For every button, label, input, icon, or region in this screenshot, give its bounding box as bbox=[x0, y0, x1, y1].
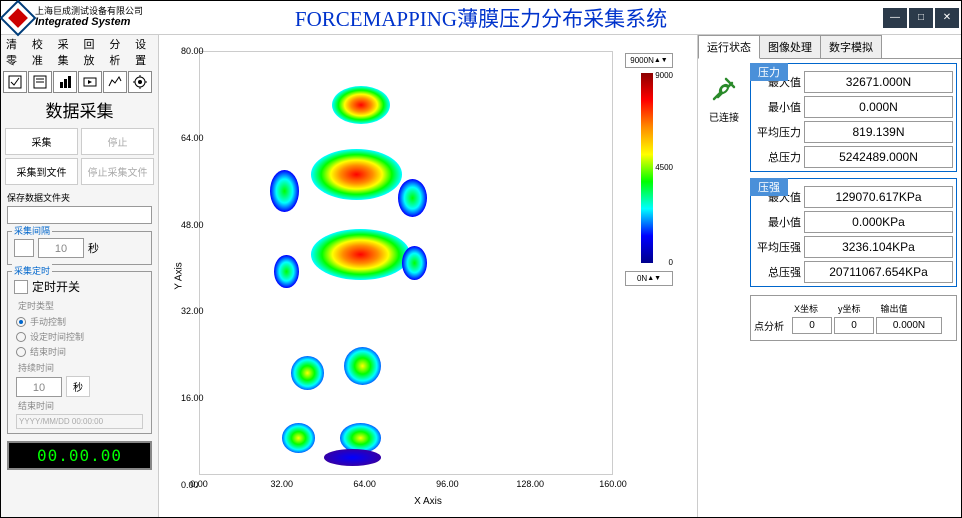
menu-collect[interactable]: 采集 bbox=[55, 35, 79, 69]
pressure-max: 32671.000N bbox=[804, 71, 953, 93]
toolbar bbox=[1, 69, 158, 95]
connection-status: 已连接 bbox=[709, 109, 739, 124]
interval-checkbox[interactable] bbox=[14, 239, 34, 257]
pressure-avg: 819.139N bbox=[804, 121, 953, 143]
tool-icon-3[interactable] bbox=[53, 71, 77, 93]
save-folder-label: 保存数据文件夹 bbox=[1, 189, 158, 206]
timer-group: 采集定时 定时开关 定时类型 手动控制 设定时间控制 结束时间 持续时间 10 … bbox=[7, 271, 152, 434]
menu-calibrate[interactable]: 校准 bbox=[29, 35, 53, 69]
section-title: 数据采集 bbox=[1, 95, 158, 124]
right-panel: 运行状态 图像处理 数字模拟 已连接 压力 最大值32671.000N 最小值0… bbox=[697, 35, 961, 517]
tabs: 运行状态 图像处理 数字模拟 bbox=[698, 35, 961, 59]
timer-switch-label: 定时开关 bbox=[32, 278, 80, 295]
scale-max-box[interactable]: 9000N ▲▼ bbox=[625, 53, 673, 68]
radio-manual[interactable] bbox=[16, 317, 26, 327]
interval-group: 采集间隔 10 秒 bbox=[7, 231, 152, 265]
minimize-button[interactable]: — bbox=[883, 8, 907, 28]
stress-max: 129070.617KPa bbox=[804, 186, 953, 208]
duration-value[interactable]: 10 bbox=[16, 377, 62, 397]
point-x[interactable]: 0 bbox=[792, 317, 832, 334]
point-y[interactable]: 0 bbox=[834, 317, 874, 334]
timer-switch-checkbox[interactable] bbox=[14, 280, 28, 294]
chart-area bbox=[199, 51, 613, 475]
collect-button[interactable]: 采集 bbox=[5, 128, 78, 155]
timer-title: 采集定时 bbox=[12, 264, 52, 277]
menu-zero[interactable]: 清零 bbox=[3, 35, 27, 69]
pressure-total: 5242489.000N bbox=[804, 146, 953, 168]
company-name-en: Integrated System bbox=[35, 16, 143, 28]
interval-value[interactable]: 10 bbox=[38, 238, 84, 258]
stop-file-button[interactable]: 停止采集文件 bbox=[81, 158, 154, 185]
radio-end-time[interactable] bbox=[16, 347, 26, 357]
app-title: FORCEMAPPING薄膜压力分布采集系统 bbox=[295, 3, 667, 33]
tool-icon-6[interactable] bbox=[128, 71, 152, 93]
point-out: 0.000N bbox=[876, 317, 942, 334]
logo: 上海巨成测试设备有限公司 Integrated System bbox=[1, 5, 147, 31]
tool-icon-4[interactable] bbox=[78, 71, 102, 93]
tool-icon-1[interactable] bbox=[3, 71, 27, 93]
end-time-label: 结束时间 bbox=[12, 397, 147, 414]
duration-unit[interactable]: 秒 bbox=[66, 376, 90, 397]
pressure-min: 0.000N bbox=[804, 96, 953, 118]
duration-label: 持续时间 bbox=[12, 359, 147, 376]
colorbar bbox=[641, 73, 653, 263]
close-button[interactable]: ✕ bbox=[935, 8, 959, 28]
stress-min: 0.000KPa bbox=[804, 211, 953, 233]
tool-icon-5[interactable] bbox=[103, 71, 127, 93]
scale-min-box[interactable]: 0N ▲▼ bbox=[625, 271, 673, 286]
pressure-group: 压力 最大值32671.000N 最小值0.000N 平均压力819.139N … bbox=[750, 63, 957, 172]
logo-icon bbox=[0, 0, 36, 36]
tab-status[interactable]: 运行状态 bbox=[698, 35, 760, 59]
save-folder-input[interactable] bbox=[7, 206, 152, 224]
collect-file-button[interactable]: 采集到文件 bbox=[5, 158, 78, 185]
menu-analyze[interactable]: 分析 bbox=[106, 35, 130, 69]
menu-playback[interactable]: 回放 bbox=[80, 35, 104, 69]
stress-total: 20711067.654KPa bbox=[804, 261, 953, 283]
menu-settings[interactable]: 设置 bbox=[132, 35, 156, 69]
interval-unit: 秒 bbox=[88, 240, 99, 256]
company-name-cn: 上海巨成测试设备有限公司 bbox=[35, 7, 143, 17]
interval-title: 采集间隔 bbox=[12, 224, 52, 237]
end-time-value[interactable]: YYYY/MM/DD 00:00:00 bbox=[16, 414, 143, 429]
stop-button[interactable]: 停止 bbox=[81, 128, 154, 155]
y-axis-label: Y Axis bbox=[173, 262, 184, 290]
point-analysis-group: X坐标 y坐标 输出值 点分析 0 0 0.000N bbox=[750, 295, 957, 341]
chart-panel: Y Axis X Axis 0.0016.0032.0048.0064.0080… bbox=[159, 35, 697, 517]
tool-icon-2[interactable] bbox=[28, 71, 52, 93]
connection-icon bbox=[708, 73, 740, 105]
stress-avg: 3236.104KPa bbox=[804, 236, 953, 258]
timer-type-label: 定时类型 bbox=[12, 297, 147, 314]
titlebar: 上海巨成测试设备有限公司 Integrated System FORCEMAPP… bbox=[1, 1, 961, 35]
tab-image[interactable]: 图像处理 bbox=[759, 35, 821, 58]
left-panel: 清零 校准 采集 回放 分析 设置 数据采集 采集 停止 采集到文件 停止采集文… bbox=[1, 35, 159, 517]
maximize-button[interactable]: □ bbox=[909, 8, 933, 28]
tab-sim[interactable]: 数字模拟 bbox=[820, 35, 882, 58]
menu-bar: 清零 校准 采集 回放 分析 设置 bbox=[1, 35, 158, 69]
stress-group: 压强 最大值129070.617KPa 最小值0.000KPa 平均压强3236… bbox=[750, 178, 957, 287]
radio-set-time[interactable] bbox=[16, 332, 26, 342]
digital-timer: 00.00.00 bbox=[7, 441, 152, 470]
x-axis-label: X Axis bbox=[414, 496, 442, 507]
